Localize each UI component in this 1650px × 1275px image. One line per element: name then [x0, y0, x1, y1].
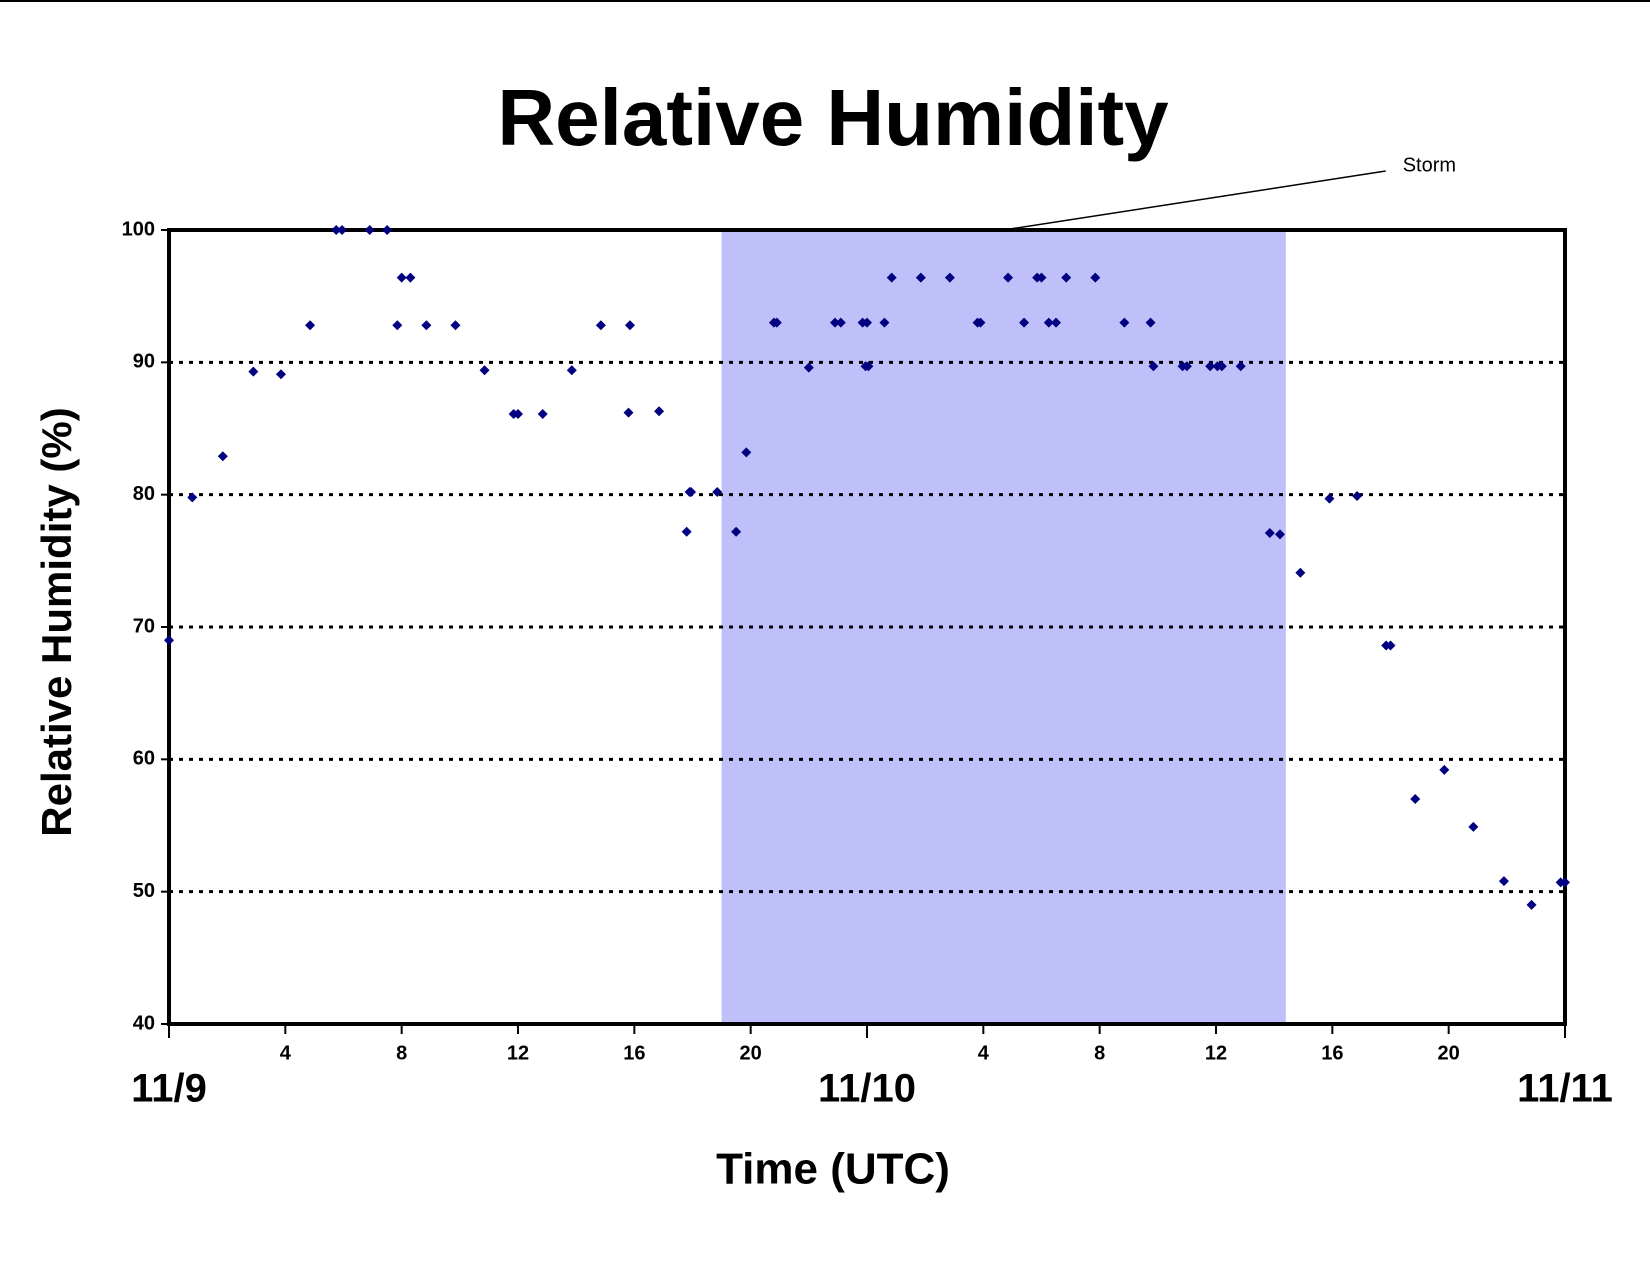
x-tick-label: 8: [1094, 1042, 1105, 1064]
data-point: [975, 317, 986, 328]
data-point: [879, 317, 890, 328]
data-point: [396, 272, 407, 283]
data-point: [1410, 794, 1421, 805]
data-point: [1324, 493, 1335, 504]
x-tick-label: 20: [740, 1042, 762, 1064]
data-point: [686, 487, 697, 498]
plot-frame: [167, 228, 1567, 1026]
data-point: [187, 492, 198, 503]
data-point: [248, 366, 259, 377]
data-point: [1043, 317, 1054, 328]
x-tick-label: 12: [1205, 1042, 1227, 1064]
data-point: [337, 225, 348, 235]
data-point: [1352, 490, 1363, 501]
y-tick-label: 60: [133, 748, 155, 770]
data-point: [1205, 361, 1216, 372]
y-tick-label: 40: [133, 1012, 155, 1034]
x-tick-label: 20: [1438, 1042, 1460, 1064]
data-point: [863, 361, 874, 372]
data-point: [623, 407, 634, 418]
data-point: [1385, 640, 1396, 651]
data-point: [1119, 317, 1130, 328]
data-point: [1019, 317, 1030, 328]
storm-leader: [1003, 170, 1386, 231]
x-tick-label: 4: [978, 1042, 990, 1064]
x-tick-label: 16: [1321, 1042, 1343, 1064]
data-point: [331, 225, 342, 235]
data-point: [712, 487, 723, 498]
data-point: [1216, 361, 1227, 372]
data-point: [305, 320, 316, 331]
data-point: [654, 406, 665, 417]
data-point: [1439, 764, 1450, 775]
day-label: 11/10: [818, 1067, 916, 1111]
data-point: [382, 225, 393, 235]
data-point: [1090, 272, 1101, 283]
data-point: [1148, 361, 1159, 372]
data-point: [1295, 567, 1306, 578]
y-tick-label: 90: [133, 351, 155, 373]
data-point: [944, 272, 955, 283]
data-point: [392, 320, 403, 331]
data-point: [1274, 529, 1285, 540]
data-point: [217, 451, 228, 462]
data-point: [164, 635, 174, 646]
day-label: 11/9: [131, 1067, 207, 1111]
data-point: [275, 369, 286, 380]
data-point: [479, 365, 490, 376]
data-point: [1036, 272, 1047, 283]
data-point: [1181, 361, 1192, 372]
data-point: [915, 272, 926, 283]
data-point: [566, 365, 577, 376]
data-point: [1526, 899, 1537, 910]
chart-title: Relative Humidity: [497, 73, 1169, 162]
data-point: [1264, 528, 1275, 539]
data-point: [1235, 361, 1246, 372]
data-point: [835, 317, 846, 328]
data-point: [1145, 317, 1156, 328]
data-point: [681, 526, 692, 537]
data-point: [731, 526, 742, 537]
data-point: [364, 225, 375, 235]
x-axis-title: Time (UTC): [716, 1145, 950, 1194]
data-point: [771, 317, 782, 328]
data-point: [862, 317, 872, 328]
x-tick-label: 16: [623, 1042, 645, 1064]
data-point: [803, 362, 814, 373]
data-point: [1498, 876, 1509, 887]
data-point: [421, 320, 432, 331]
storm-label: Storm: [1403, 154, 1456, 176]
y-axis-title: Relative Humidity (%): [33, 407, 80, 836]
data-point: [450, 320, 461, 331]
x-tick-label: 12: [507, 1042, 529, 1064]
data-point: [1560, 877, 1570, 888]
data-point: [513, 408, 523, 419]
day-label: 11/11: [1517, 1067, 1613, 1111]
data-point: [537, 408, 548, 419]
data-point: [1051, 317, 1062, 328]
data-point: [830, 317, 841, 328]
y-tick-label: 70: [133, 615, 155, 637]
data-point: [1468, 821, 1479, 832]
data-point: [886, 272, 897, 283]
data-point: [624, 320, 635, 331]
y-tick-label: 100: [122, 218, 155, 240]
data-point: [741, 447, 752, 458]
data-point: [405, 272, 416, 283]
data-point: [1061, 272, 1072, 283]
data-point: [1003, 272, 1014, 283]
x-tick-label: 8: [396, 1042, 407, 1064]
y-tick-label: 80: [133, 483, 155, 505]
x-tick-label: 4: [280, 1042, 292, 1064]
y-tick-label: 50: [133, 880, 155, 902]
data-point: [595, 320, 606, 331]
